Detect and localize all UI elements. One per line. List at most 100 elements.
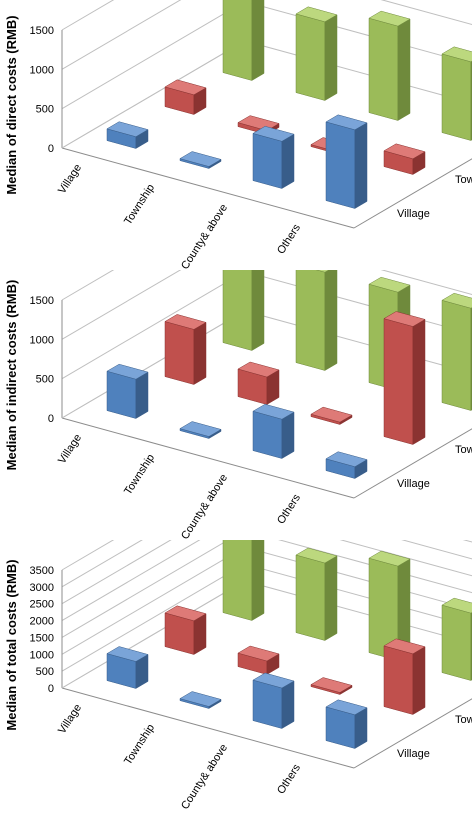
- floor-left-edge: [61, 310, 245, 419]
- bar-village-county-above: [252, 403, 295, 459]
- bar-county-above-township: [295, 547, 338, 641]
- chart-direct-costs-svg: 0 500 1000 1500 Village Township County& above…: [4, 0, 472, 272]
- bar-front-face: [325, 121, 356, 209]
- bar-village-county-above: [252, 672, 295, 729]
- series-label: Township: [455, 174, 472, 186]
- bar-top-face: [106, 363, 149, 380]
- bar-front-face: [106, 370, 137, 419]
- bar-village-county-above: [252, 126, 295, 189]
- bar-top-face: [106, 121, 149, 137]
- category-label: Others: [275, 222, 303, 257]
- bar-side-face: [324, 264, 338, 371]
- gridline-left: [61, 192, 245, 301]
- series-label: Township: [455, 444, 472, 456]
- gridline-back: [244, 512, 472, 577]
- bar-township-others: [383, 143, 426, 175]
- bar-front-face: [441, 53, 472, 141]
- bar-side-face: [251, 0, 265, 81]
- bar-front-face: [295, 13, 326, 101]
- bar-front-face: [252, 133, 283, 189]
- bar-top-face: [368, 10, 411, 27]
- category-label: Others: [275, 762, 303, 797]
- bar-top-face: [383, 638, 426, 655]
- bar-top-face: [383, 311, 426, 327]
- bar-county-above-others: [441, 292, 472, 411]
- category-label: County& above: [179, 472, 230, 540]
- bar-top-face: [441, 292, 472, 309]
- bar-top-face: [179, 691, 222, 707]
- gridline-left: [61, 0, 182, 70]
- x-axis-line: [61, 147, 355, 229]
- bar-top-face: [310, 677, 353, 693]
- y-tick-label: 1500: [30, 295, 54, 307]
- gridline-back: [380, 0, 472, 26]
- y-tick-label: 1000: [30, 334, 54, 346]
- bar-village-township: [179, 421, 222, 439]
- bar-village-village: [106, 646, 149, 689]
- bar-township-county-above: [310, 677, 353, 695]
- bar-township-township: [237, 645, 280, 675]
- category-label: Township: [122, 722, 157, 767]
- bar-side-face: [397, 18, 411, 121]
- y-tick-label: 500: [36, 374, 54, 386]
- y-tick-label: 1500: [30, 25, 54, 37]
- bar-top-face: [368, 550, 411, 567]
- bar-township-village: [164, 314, 207, 385]
- gridline-back: [244, 563, 472, 627]
- bar-side-face: [412, 318, 426, 445]
- bar-village-village: [106, 121, 149, 149]
- bar-side-face: [281, 133, 295, 189]
- gridline-back: [245, 0, 472, 3]
- bar-top-face: [179, 151, 222, 167]
- gridline-back: [244, 546, 472, 610]
- bar-top-face: [325, 451, 368, 467]
- bar-county-above-village: [222, 0, 265, 81]
- bar-village-village: [106, 363, 149, 419]
- bar-top-face: [179, 421, 222, 437]
- gridline-back: [244, 1, 472, 65]
- category-label: Township: [122, 452, 157, 497]
- y-axis-title: Median of indirect costs (RMB): [4, 280, 19, 471]
- chart-direct-costs: 0 500 1000 1500 Village Township County& above…: [0, 0, 472, 272]
- bar-front-face: [252, 410, 283, 459]
- bar-side-face: [354, 122, 368, 209]
- bar-township-village: [164, 605, 207, 655]
- bar-front-face: [295, 263, 326, 371]
- bar-side-face: [251, 501, 265, 621]
- gridline-left: [61, 546, 245, 655]
- bar-side-face: [412, 646, 426, 715]
- bar-top-face: [295, 547, 338, 564]
- bar-side-face: [281, 411, 295, 459]
- gridline-left: [61, 0, 115, 31]
- bar-front-face: [222, 0, 253, 81]
- bar-side-face: [193, 321, 207, 385]
- bar-township-township: [237, 361, 280, 405]
- bar-top-face: [325, 114, 368, 131]
- bar-front-face: [383, 318, 414, 445]
- bar-township-others: [383, 311, 426, 445]
- bar-county-above-village: [222, 493, 265, 621]
- bar-county-above-township: [295, 256, 338, 371]
- gridline-left: [61, 529, 245, 638]
- y-tick-label: 1500: [30, 632, 54, 644]
- bar-top-face: [237, 115, 280, 131]
- x-axis-line: [61, 687, 355, 769]
- floor-left-edge: [61, 580, 245, 689]
- series-label: Village: [397, 748, 430, 760]
- bar-top-face: [237, 361, 280, 378]
- bar-top-face: [106, 646, 149, 662]
- bar-township-county-above: [310, 406, 353, 425]
- bars: [106, 493, 472, 749]
- bar-top-face: [441, 46, 472, 63]
- gridline-back: [244, 462, 472, 526]
- gridline-back: [244, 40, 472, 104]
- bar-side-face: [324, 555, 338, 641]
- bar-township-village: [164, 79, 207, 115]
- floor-left-edge: [61, 40, 245, 149]
- bar-top-face: [252, 126, 295, 142]
- bar-top-face: [252, 403, 295, 420]
- category-label: Village: [56, 702, 84, 736]
- gridline-left: [61, 1, 245, 110]
- bar-top-face: [164, 314, 207, 330]
- chart-total-costs: 0 500 1000 1500 2000 2500 3000 3500 Village Towns…: [0, 462, 472, 812]
